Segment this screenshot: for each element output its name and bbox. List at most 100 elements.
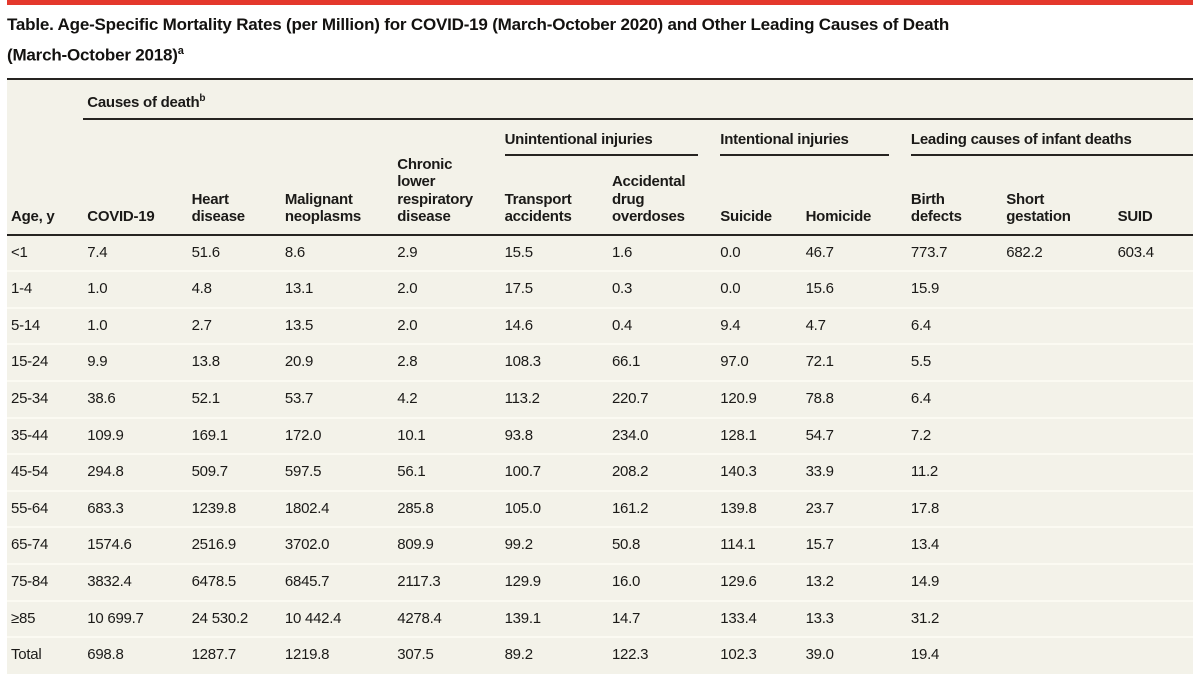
spanner-row: Causes of deathb — [7, 79, 1193, 121]
value-cell: 108.3 — [504, 353, 542, 371]
table-row: 45-54 294.8 509.7 597.5 56.1 100.7 208.2 140.3 3… — [7, 454, 1193, 491]
value-cell: 122.3 — [611, 646, 649, 664]
mortality-rates-table: Causes of deathb Age, y COVID-19 Heart d… — [7, 79, 1193, 674]
value-cell: 89.2 — [504, 646, 533, 664]
value-cell: 1802.4 — [284, 499, 330, 517]
col-header-homicide: Homicide — [805, 208, 872, 226]
value-cell: 161.2 — [611, 499, 649, 517]
value-cell: 13.1 — [284, 280, 314, 298]
value-cell: 2.0 — [397, 280, 418, 298]
table-row: 75-84 3832.4 6478.5 6845.7 2117.3 129.9 16.0 12… — [7, 564, 1193, 601]
age-cell: <1 — [11, 243, 28, 261]
value-cell: 102.3 — [720, 646, 757, 664]
table-row: 5-14 1.0 2.7 13.5 2.0 14.6 0.4 9.4 4.7 6.4 — [7, 307, 1193, 345]
value-cell: 809.9 — [397, 536, 434, 554]
value-cell: 3702.0 — [284, 536, 330, 554]
value-cell: 93.8 — [504, 426, 533, 444]
value-cell — [1114, 418, 1193, 455]
value-cell: 13.3 — [805, 609, 834, 627]
table-row: <1 7.4 51.6 8.6 2.9 15.5 1.6 0.0 46.7 773.7 682.2 6… — [7, 235, 1193, 272]
value-cell: 15.5 — [504, 243, 533, 261]
value-cell: 133.4 — [720, 609, 757, 627]
value-cell — [1114, 491, 1193, 528]
value-cell: 7.4 — [87, 243, 108, 261]
value-cell: 0.3 — [611, 280, 633, 298]
value-cell — [1002, 308, 1113, 345]
value-cell: 15.7 — [805, 536, 834, 554]
value-cell: 14.9 — [910, 573, 940, 590]
value-cell: 9.4 — [720, 316, 741, 334]
value-cell — [1114, 637, 1193, 674]
value-cell: 0.0 — [720, 280, 741, 298]
value-cell: 11.2 — [910, 463, 939, 481]
value-cell: 139.8 — [720, 499, 757, 517]
value-cell: 509.7 — [191, 463, 229, 481]
value-cell: 234.0 — [611, 426, 649, 444]
col-header-covid19: COVID-19 — [87, 208, 155, 226]
value-cell: 105.0 — [504, 499, 542, 517]
value-cell: 38.6 — [87, 390, 116, 408]
value-cell: 683.3 — [87, 499, 124, 517]
value-cell: 2.7 — [191, 316, 212, 334]
value-cell: 4.8 — [191, 280, 212, 298]
value-cell — [1002, 344, 1113, 381]
footnote-marker-a: a — [177, 45, 184, 57]
value-cell: 17.8 — [910, 499, 940, 517]
value-cell: 6.4 — [910, 390, 932, 408]
value-cell: 8.6 — [284, 243, 305, 261]
value-cell: 773.7 — [910, 243, 948, 261]
value-cell: 66.1 — [611, 353, 641, 371]
value-cell: 109.9 — [87, 426, 124, 444]
value-cell: 698.8 — [87, 646, 124, 664]
value-cell: 13.2 — [805, 573, 834, 590]
value-cell: 16.0 — [611, 573, 641, 590]
table-row: 25-34 38.6 52.1 53.7 4.2 113.2 220.7 120.9 78.8 6… — [7, 381, 1193, 418]
value-cell: 53.7 — [284, 390, 314, 408]
value-cell — [1114, 601, 1193, 638]
value-cell: 6.4 — [910, 316, 932, 334]
value-cell — [1002, 418, 1113, 455]
table-title: Table. Age-Specific Mortality Rates (per… — [7, 12, 1193, 69]
value-cell: 19.4 — [910, 646, 940, 664]
table-row: 65-74 1574.6 2516.9 3702.0 809.9 99.2 50.8 114.… — [7, 527, 1193, 564]
value-cell: 597.5 — [284, 463, 322, 481]
table-row: ≥85 10 699.7 24 530.2 10 442.4 4278.4 139.1 14… — [7, 600, 1193, 638]
value-cell — [1002, 564, 1113, 601]
value-cell: 72.1 — [805, 353, 834, 371]
accent-bar — [7, 0, 1193, 5]
col-header-malignant-neoplasms: Malignant neoplasms — [284, 190, 362, 226]
value-cell: 1239.8 — [191, 499, 237, 517]
value-cell: 139.1 — [504, 609, 542, 627]
age-cell: 55-64 — [11, 499, 49, 517]
table-row: 1-4 1.0 4.8 13.1 2.0 17.5 0.3 0.0 15.6 15.9 — [7, 271, 1193, 308]
value-cell: 220.7 — [611, 390, 649, 408]
table-title-line1: Table. Age-Specific Mortality Rates (per… — [7, 15, 949, 34]
group-header-unintentional-injuries: Unintentional injuries — [501, 119, 717, 156]
table-row: Total 698.8 1287.7 1219.8 307.5 89.2 122.3 102.… — [7, 637, 1193, 674]
value-cell: 294.8 — [87, 463, 124, 481]
age-cell: 35-44 — [11, 426, 49, 444]
value-cell: 113.2 — [504, 390, 540, 408]
value-cell: 1287.7 — [191, 646, 237, 664]
value-cell: 20.9 — [284, 353, 314, 371]
table-header: Causes of deathb Age, y COVID-19 Heart d… — [7, 79, 1193, 235]
group-header-intentional-injuries: Intentional injuries — [716, 119, 907, 156]
column-group-row: Age, y COVID-19 Heart disease Malignant … — [7, 119, 1193, 225]
value-cell: 15.9 — [910, 280, 940, 298]
table-title-line2: (March-October 2018)a — [7, 45, 184, 65]
age-cell: 75-84 — [11, 573, 49, 590]
age-cell: 65-74 — [11, 536, 49, 554]
value-cell: 129.9 — [504, 573, 542, 590]
value-cell: 51.6 — [191, 243, 220, 261]
value-cell: 4.2 — [397, 390, 418, 408]
value-cell: 39.0 — [805, 646, 834, 664]
value-cell: 3832.4 — [87, 573, 132, 590]
value-cell: 682.2 — [1006, 243, 1043, 261]
value-cell: 120.9 — [720, 390, 757, 408]
value-cell: 13.5 — [284, 316, 314, 334]
value-cell: 13.4 — [910, 536, 940, 554]
value-cell: 1219.8 — [284, 646, 330, 664]
value-cell: 17.5 — [504, 280, 533, 298]
mortality-table-container: Causes of deathb Age, y COVID-19 Heart d… — [7, 77, 1193, 674]
value-cell: 50.8 — [611, 536, 641, 554]
